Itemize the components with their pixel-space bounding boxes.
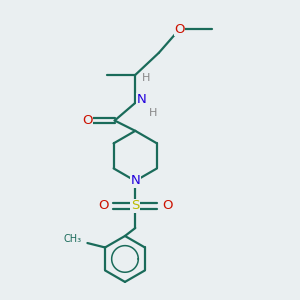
Text: H: H — [149, 108, 157, 118]
Text: H: H — [141, 73, 150, 83]
Text: CH₃: CH₃ — [64, 234, 82, 244]
Text: O: O — [98, 200, 109, 212]
Text: O: O — [162, 200, 172, 212]
Text: O: O — [82, 114, 93, 127]
Text: N: N — [130, 174, 140, 188]
Text: N: N — [136, 93, 146, 106]
Text: S: S — [131, 200, 140, 212]
Text: O: O — [174, 23, 185, 36]
